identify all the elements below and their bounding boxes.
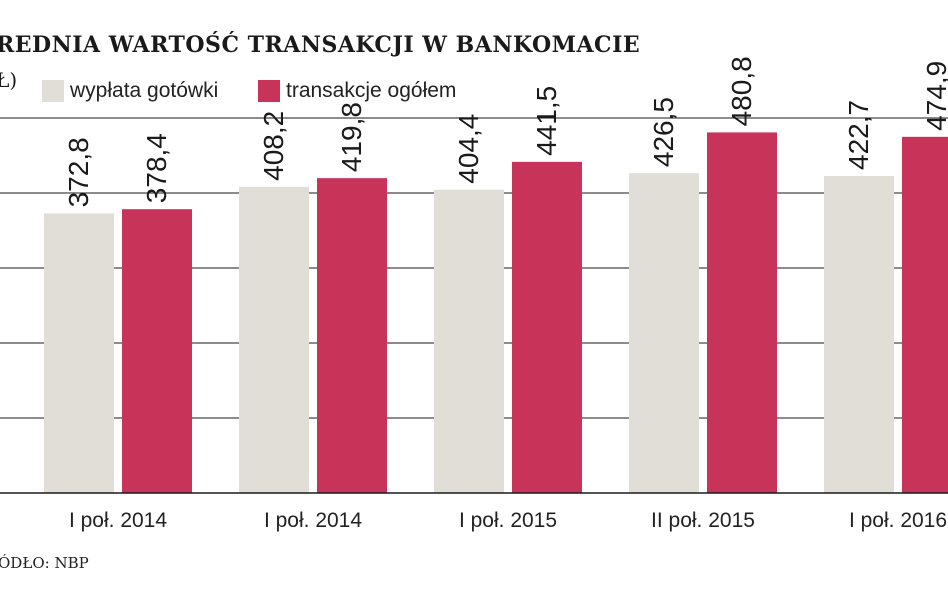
data-label: 408,2: [258, 111, 289, 181]
bar: [824, 175, 894, 493]
x-tick-label: I poł. 2014: [264, 509, 362, 532]
unit-label: Ł): [0, 68, 18, 92]
x-tick-label: I poł. 2015: [459, 509, 557, 532]
bar: [707, 132, 777, 493]
legend-item-wyplata: wypłata gotówki: [42, 76, 218, 106]
data-label: 404,4: [453, 114, 484, 184]
bar: [629, 173, 699, 493]
data-label: 480,8: [726, 56, 757, 126]
bar: [122, 209, 192, 493]
x-tick-label: II poł. 2015: [651, 509, 755, 532]
chart-title: REDNIA WARTOŚĆ TRANSAKCJI W BANKOMACIE: [0, 32, 641, 58]
data-label: 426,5: [648, 97, 679, 167]
bar: [434, 189, 504, 493]
legend-label-transakcje: transakcje ogółem: [286, 79, 457, 102]
data-label: 474,9: [921, 61, 948, 131]
bar: [512, 161, 582, 493]
legend-swatch-wyplata: [42, 80, 64, 102]
source-note: ÓDŁO: NBP: [0, 554, 89, 572]
bar: [239, 186, 309, 493]
data-label: 422,7: [843, 100, 874, 170]
bar: [317, 178, 387, 493]
bar: [44, 213, 114, 493]
data-label: 441,5: [531, 86, 562, 156]
legend-label-wyplata: wypłata gotówki: [70, 79, 219, 102]
legend-item-transakcje: transakcje ogółem: [258, 76, 456, 106]
x-tick-label: I poł. 2014: [69, 509, 167, 532]
legend-swatch-transakcje: [258, 80, 280, 102]
x-tick-label: I poł. 2016: [849, 509, 947, 532]
data-label: 372,8: [63, 137, 94, 207]
bar: [902, 136, 948, 493]
data-label: 419,8: [336, 102, 367, 172]
data-label: 378,4: [141, 133, 172, 203]
